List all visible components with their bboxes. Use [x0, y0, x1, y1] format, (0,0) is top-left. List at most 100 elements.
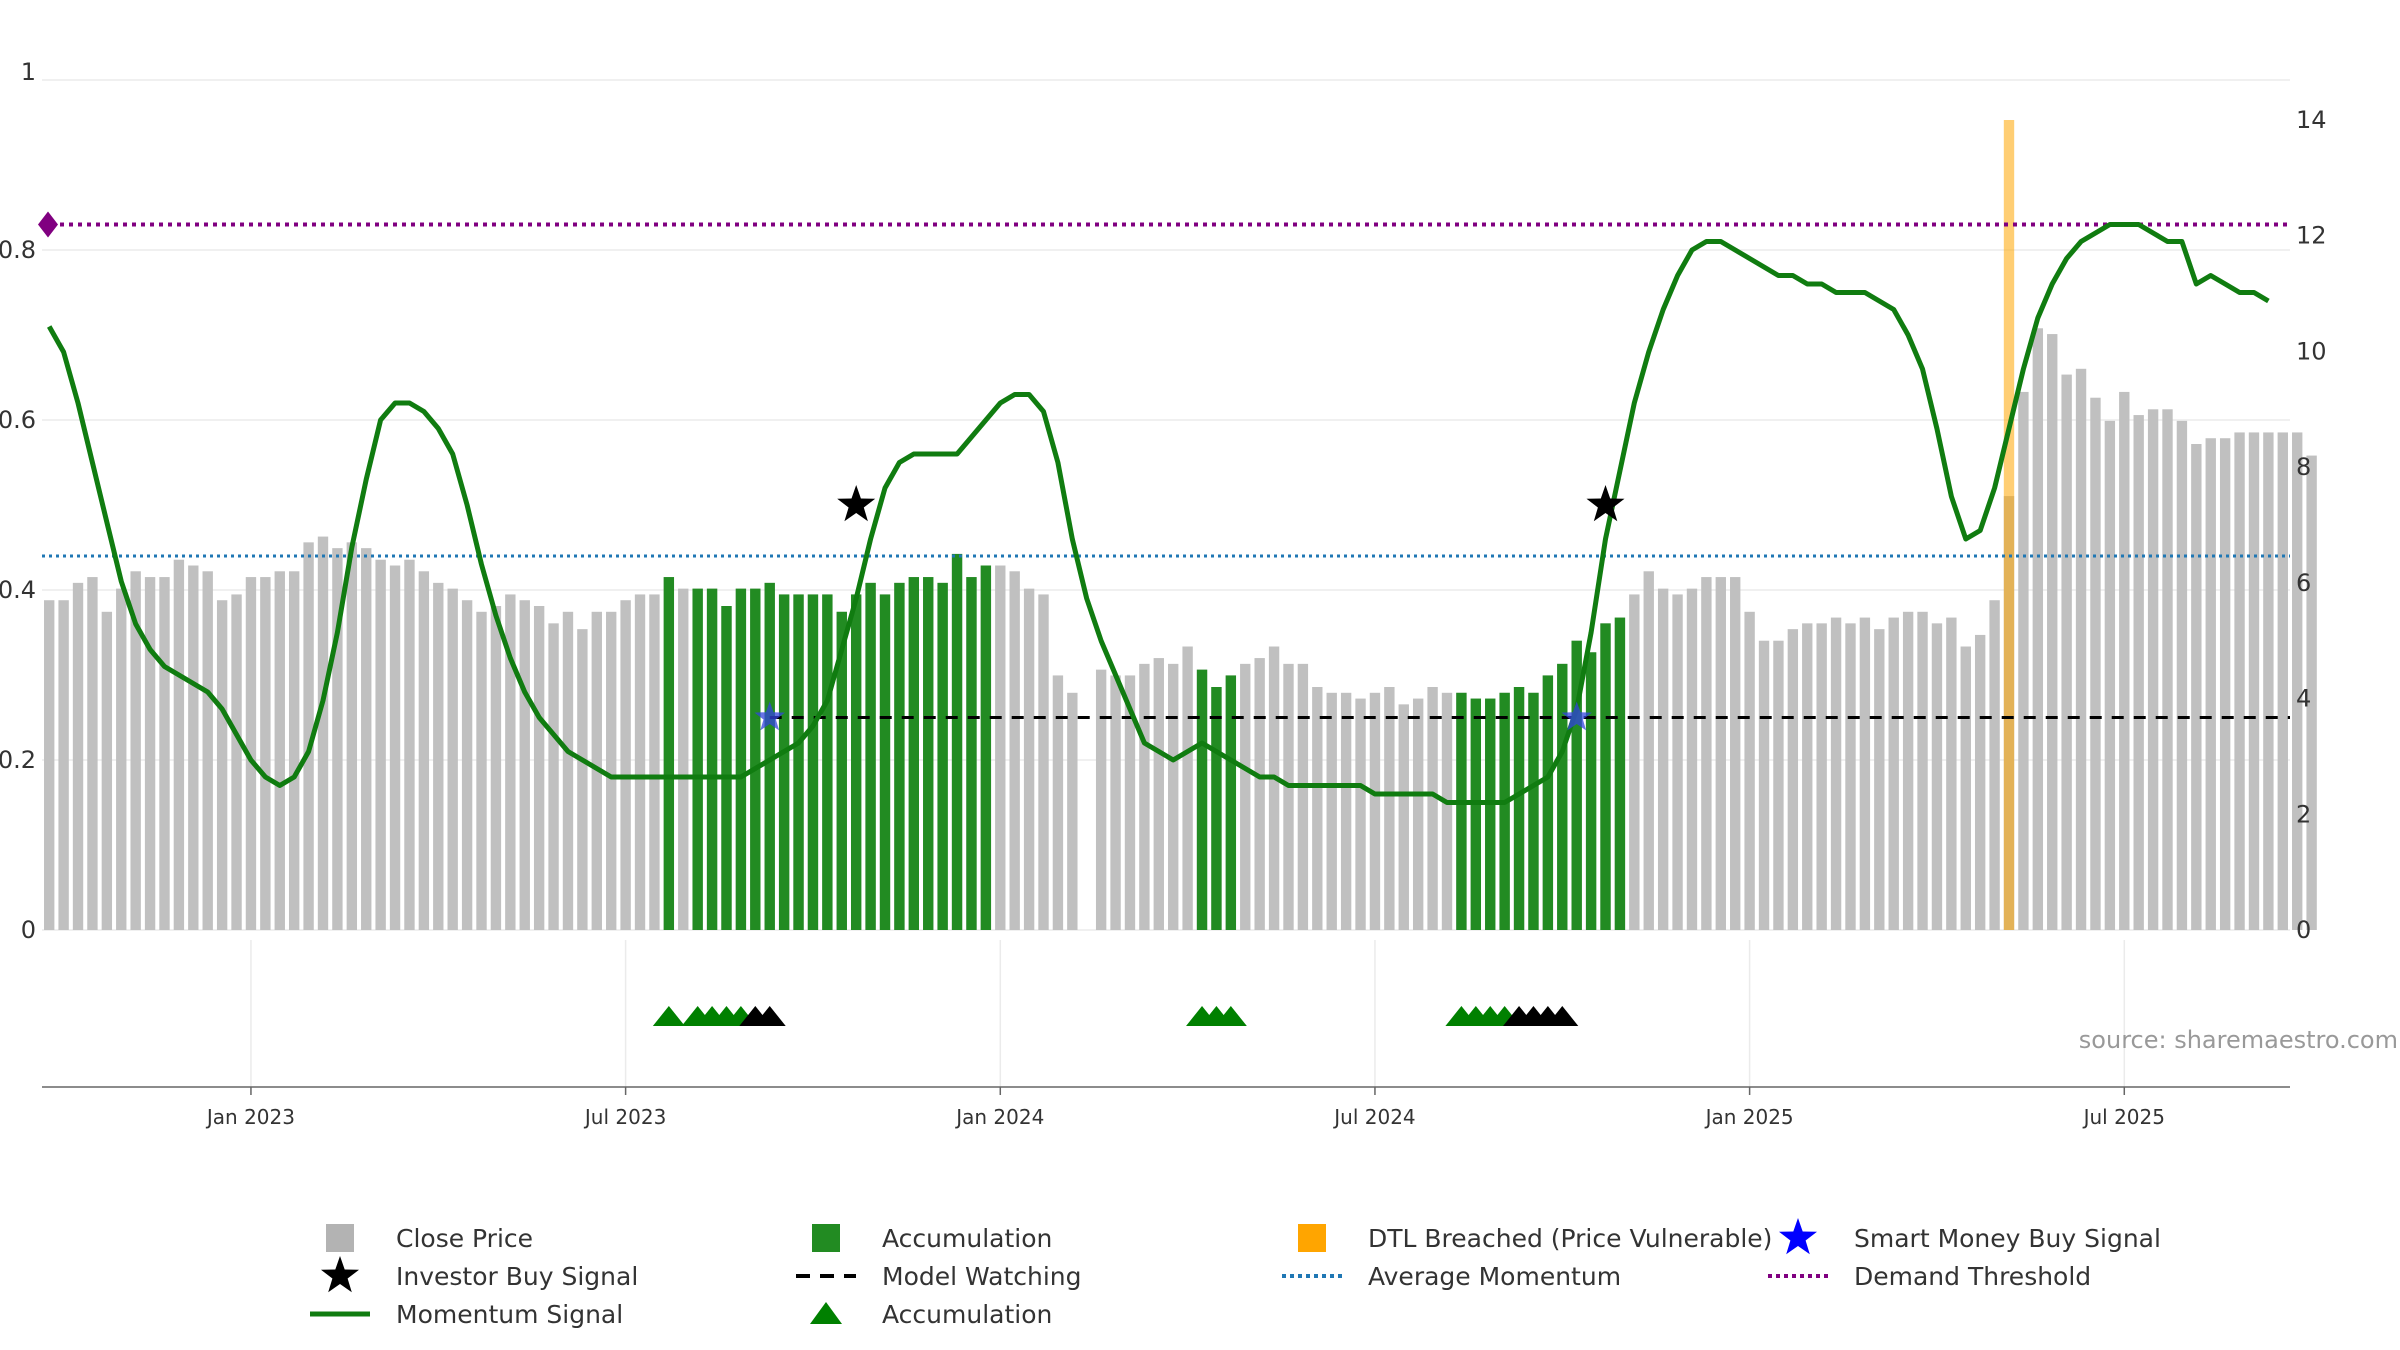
- legend-square-icon: [326, 1224, 354, 1252]
- accumulation-bar: [923, 577, 934, 930]
- legend-entry: Accumulation: [810, 1300, 1052, 1329]
- legend: Close Price Accumulation DTL Breached (Pri…: [310, 1218, 2161, 1329]
- close-price-bar: [649, 594, 660, 930]
- left-tick-label: 0: [21, 916, 36, 944]
- close-price-bar: [2133, 415, 2144, 931]
- left-tick-label: 0.8: [0, 236, 36, 264]
- accumulation-bar: [1225, 675, 1237, 930]
- close-price-bar: [188, 565, 199, 930]
- close-price-bar: [1902, 611, 1914, 930]
- accumulation-bar: [822, 594, 833, 930]
- close-price-bar: [1917, 611, 1928, 930]
- legend-entry: Close Price: [326, 1224, 533, 1253]
- legend-label: DTL Breached (Price Vulnerable): [1368, 1224, 1772, 1253]
- close-price-bar: [404, 559, 415, 930]
- close-price-bar: [1240, 663, 1251, 930]
- x-tick-label: Jul 2023: [583, 1105, 666, 1129]
- black-triangle: [753, 1006, 786, 1026]
- close-price-bar: [1095, 669, 1107, 930]
- close-price-bar: [1845, 623, 1856, 930]
- close-price-bar: [1874, 629, 1885, 930]
- right-tick-label: 0: [2296, 916, 2311, 944]
- legend-label: Accumulation: [882, 1224, 1052, 1253]
- close-price-bar: [1340, 692, 1352, 930]
- close-price-bar: [1859, 617, 1871, 930]
- close-price-bar: [1989, 600, 2000, 930]
- accumulation-bar: [663, 577, 675, 930]
- close-price-bar: [1888, 617, 1899, 930]
- close-price-bar: [1326, 692, 1337, 930]
- accumulation-bar: [908, 577, 920, 930]
- legend-star-icon: [1779, 1218, 1817, 1255]
- accumulation-bar: [1585, 652, 1597, 930]
- close-price-bar: [577, 629, 588, 930]
- close-price-bar: [1787, 629, 1799, 930]
- accumulation-bar: [1614, 617, 1626, 930]
- legend-entry: Momentum Signal: [310, 1300, 623, 1329]
- close-price-bar: [606, 611, 617, 930]
- close-price-bar: [2018, 391, 2029, 930]
- x-tick-label: Jan 2023: [205, 1105, 295, 1129]
- close-price-bar: [245, 577, 257, 930]
- x-tick-label: Jul 2024: [1332, 1105, 1415, 1129]
- right-tick-label: 12: [2296, 222, 2327, 250]
- close-price-bar: [144, 577, 156, 930]
- accumulation-bar: [721, 606, 732, 930]
- close-price-bar: [2292, 432, 2303, 930]
- close-price-bar: [490, 606, 502, 930]
- close-price-bar: [505, 594, 516, 930]
- right-tick-label: 10: [2296, 337, 2327, 365]
- close-price-bar: [216, 600, 228, 930]
- black-triangle: [1546, 1006, 1579, 1026]
- close-price-bar: [1715, 577, 1726, 930]
- close-price-bar: [173, 559, 185, 930]
- close-price-bar: [418, 571, 430, 930]
- overlays: [2003, 120, 2015, 930]
- accumulation-bar: [735, 588, 747, 930]
- accumulation-bar: [865, 582, 876, 930]
- legend-label: Momentum Signal: [396, 1300, 623, 1329]
- investor-buy-star: [837, 485, 876, 522]
- close-price-bar: [1802, 623, 1813, 930]
- close-price-bar: [1773, 640, 1784, 930]
- accumulation-bar: [778, 594, 790, 930]
- close-price-bar: [1672, 594, 1683, 930]
- close-price-bar: [116, 588, 127, 930]
- lower-panel: [652, 1006, 1579, 1026]
- accumulation-bar: [1557, 663, 1568, 930]
- close-price-bar: [1643, 571, 1654, 930]
- smart-money-star: [1561, 701, 1592, 731]
- close-price-bar: [2047, 334, 2058, 931]
- dtl-breached-bar: [2003, 120, 2015, 930]
- close-price-bar: [620, 600, 631, 930]
- close-price-bar: [260, 577, 271, 930]
- accumulation-bar: [1456, 692, 1467, 930]
- close-price-bar: [1686, 588, 1698, 930]
- close-price-bar: [361, 548, 372, 930]
- close-price-bar: [2075, 368, 2087, 930]
- accumulation-bar: [894, 582, 905, 930]
- close-price-bar: [1009, 571, 1020, 930]
- legend-square-icon: [1298, 1224, 1326, 1252]
- legend-square-icon: [812, 1224, 840, 1252]
- close-price-bar: [58, 600, 69, 930]
- close-price-bar: [231, 594, 242, 930]
- x-tick-label: Jan 2025: [1704, 1105, 1794, 1129]
- close-price-bar: [2176, 420, 2188, 930]
- left-tick-label: 1: [21, 58, 36, 86]
- close-price-bar: [2061, 374, 2072, 931]
- accumulation-bar: [1513, 687, 1525, 930]
- legend-label: Smart Money Buy Signal: [1854, 1224, 2161, 1253]
- close-price-bar: [995, 565, 1006, 930]
- close-price-bar: [2119, 391, 2130, 930]
- right-tick-label: 14: [2296, 106, 2327, 134]
- close-price-bar: [87, 577, 98, 930]
- accumulation-bar: [1542, 675, 1554, 930]
- legend-label: Model Watching: [882, 1262, 1082, 1291]
- left-tick-label: 0.2: [0, 746, 36, 774]
- right-tick-label: 4: [2296, 685, 2311, 713]
- gridlines: [42, 79, 2290, 1087]
- price-bars: [44, 328, 2317, 931]
- close-price-bar: [332, 548, 343, 930]
